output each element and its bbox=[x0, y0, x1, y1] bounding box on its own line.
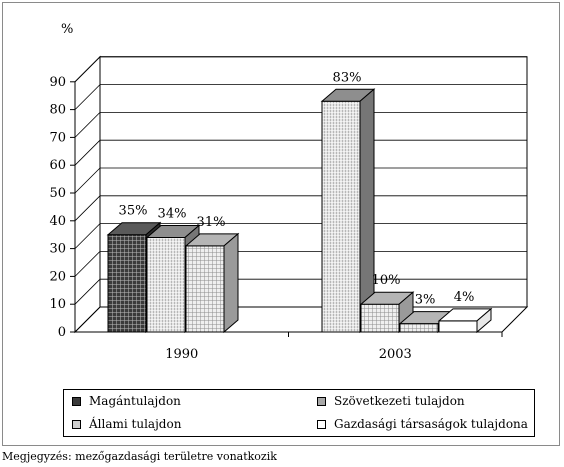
y-tick-label: 70 bbox=[49, 130, 66, 145]
data-label: 4% bbox=[454, 290, 475, 305]
y-tick-label: 50 bbox=[49, 186, 66, 201]
legend-swatch bbox=[72, 396, 81, 406]
data-label: 34% bbox=[158, 206, 187, 221]
gridline bbox=[74, 84, 527, 110]
legend: Magántulajdon Szövetkezeti tulajdon Állami… bbox=[63, 389, 535, 437]
y-tick-label: 90 bbox=[49, 75, 66, 90]
y-tick-label: 60 bbox=[49, 158, 66, 173]
gridline bbox=[74, 139, 527, 166]
data-label: 35% bbox=[119, 204, 148, 219]
bar bbox=[321, 100, 361, 333]
gridline bbox=[74, 167, 527, 194]
footnote: Megjegyzés: mezőgazdasági területre vona… bbox=[2, 450, 277, 463]
data-label: 3% bbox=[415, 293, 436, 308]
y-tick-label: 40 bbox=[49, 214, 66, 229]
x-tick-label: 2003 bbox=[379, 347, 412, 362]
legend-label: Magántulajdon bbox=[89, 394, 181, 408]
side-wall bbox=[74, 55, 101, 334]
bar-side bbox=[476, 307, 492, 334]
bar bbox=[185, 245, 225, 333]
legend-swatch bbox=[72, 419, 81, 429]
y-tick-label: 30 bbox=[49, 242, 66, 257]
legend-swatch bbox=[317, 396, 326, 406]
y-tick-label: 80 bbox=[49, 103, 66, 118]
gridline bbox=[74, 250, 527, 277]
chart-frame bbox=[2, 2, 560, 446]
legend-item: Szövetkezeti tulajdon bbox=[317, 394, 465, 408]
bar bbox=[399, 323, 439, 333]
bar-side bbox=[223, 232, 239, 334]
bar bbox=[107, 234, 147, 333]
gridline bbox=[74, 56, 527, 83]
bar bbox=[146, 236, 186, 333]
gridline bbox=[74, 195, 527, 222]
y-tick-label: 0 bbox=[58, 325, 66, 340]
bar bbox=[360, 303, 400, 333]
gridline bbox=[74, 278, 527, 305]
gridline bbox=[74, 112, 527, 138]
bar-chart: 0 10 20 30 40 50 60 70 80 90% 1990 2003 35% 34% 31% 83%… bbox=[49, 22, 529, 362]
data-label: 31% bbox=[197, 215, 226, 230]
data-label: 83% bbox=[333, 70, 362, 85]
legend-label: Szövetkezeti tulajdon bbox=[334, 394, 465, 408]
legend-item: Gazdasági társaságok tulajdona bbox=[317, 417, 528, 431]
y-tick-label: 10 bbox=[49, 297, 66, 312]
legend-item: Állami tulajdon bbox=[72, 417, 181, 431]
y-axis-label: % bbox=[61, 22, 73, 37]
legend-label: Állami tulajdon bbox=[89, 417, 182, 431]
legend-item: Magántulajdon bbox=[72, 394, 181, 408]
x-tick-label: 1990 bbox=[165, 347, 198, 362]
legend-label: Gazdasági társaságok tulajdona bbox=[334, 417, 528, 431]
data-label: 10% bbox=[372, 273, 401, 288]
y-tick-label: 20 bbox=[49, 269, 66, 284]
legend-swatch bbox=[317, 419, 326, 429]
bar bbox=[438, 320, 478, 333]
gridline bbox=[74, 223, 527, 249]
